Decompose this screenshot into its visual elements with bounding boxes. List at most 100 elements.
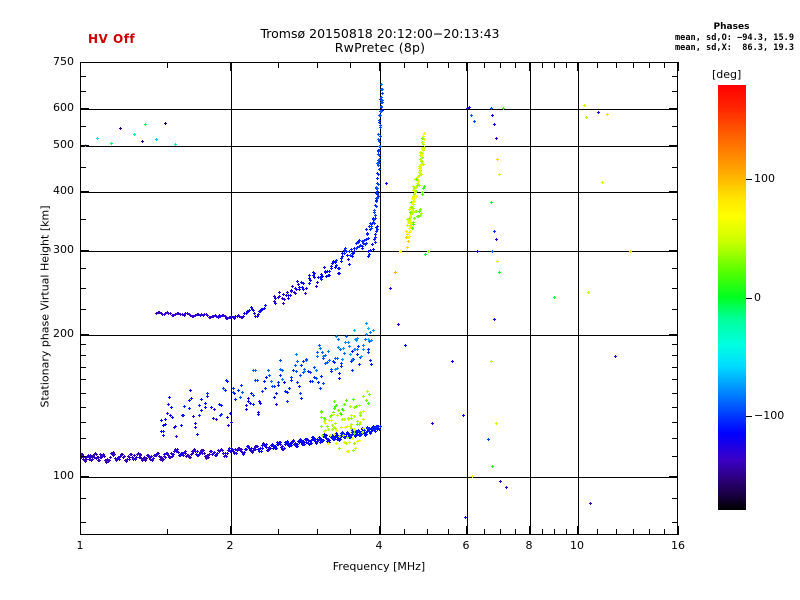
data-point — [492, 123, 496, 127]
data-point — [251, 402, 255, 406]
data-point — [413, 196, 417, 200]
data-point — [290, 289, 294, 293]
data-point — [335, 414, 339, 418]
data-point — [212, 416, 216, 420]
data-point — [294, 353, 298, 357]
data-point — [171, 453, 175, 457]
data-point — [430, 421, 434, 425]
data-point — [377, 164, 381, 168]
data-point — [233, 316, 236, 320]
data-point — [347, 433, 351, 437]
data-point — [242, 452, 246, 456]
data-point — [179, 423, 183, 427]
data-point — [422, 148, 426, 152]
data-point — [355, 405, 359, 409]
data-point — [308, 370, 312, 374]
data-point — [334, 442, 338, 446]
data-point — [340, 426, 344, 430]
data-point — [227, 315, 231, 319]
data-point — [371, 247, 375, 251]
data-point — [337, 337, 341, 341]
x-axis-tick-top — [448, 62, 449, 68]
data-point — [355, 337, 359, 341]
data-point — [407, 218, 411, 222]
data-point — [161, 429, 165, 433]
data-point — [197, 313, 201, 317]
colorbar-tick — [746, 298, 752, 299]
data-point — [159, 455, 163, 459]
data-point — [418, 169, 422, 173]
x-axis-tick — [448, 529, 449, 535]
data-point — [98, 455, 102, 459]
x-axis-tick — [466, 526, 467, 535]
x-axis-tick-top — [554, 62, 555, 68]
data-point — [351, 448, 355, 452]
x-axis-tick-top — [484, 62, 485, 68]
data-point — [380, 101, 384, 105]
data-point — [164, 121, 168, 125]
data-point — [344, 250, 348, 254]
data-point — [241, 390, 245, 394]
data-point — [349, 405, 353, 409]
data-point — [322, 435, 326, 439]
data-point — [237, 446, 241, 450]
data-point — [319, 410, 323, 414]
data-point — [586, 291, 590, 295]
data-point — [492, 318, 496, 322]
data-point — [278, 440, 282, 444]
data-point — [373, 211, 377, 215]
data-point — [188, 407, 192, 411]
data-point — [420, 163, 424, 167]
data-point — [420, 136, 424, 140]
data-point — [353, 432, 357, 436]
data-point — [422, 187, 426, 191]
data-point — [373, 208, 377, 212]
data-point — [321, 440, 325, 444]
y-axis-tick-label: 400 — [53, 184, 74, 197]
data-point — [407, 208, 411, 212]
data-point — [152, 453, 156, 457]
data-point — [309, 279, 313, 283]
data-point — [117, 458, 121, 462]
data-point — [377, 183, 381, 187]
y-axis-tick — [80, 379, 86, 380]
data-point — [422, 142, 426, 146]
data-point — [251, 449, 255, 453]
data-point — [376, 192, 380, 196]
x-axis-tick — [649, 529, 650, 535]
data-point — [175, 434, 179, 438]
data-point — [315, 368, 319, 372]
data-point — [321, 381, 325, 385]
data-point — [275, 392, 279, 396]
data-point — [313, 436, 317, 440]
data-point — [190, 315, 194, 319]
data-point — [344, 399, 348, 403]
data-point — [290, 284, 294, 288]
data-point — [316, 276, 320, 280]
data-point — [247, 444, 251, 448]
x-axis-tick-top — [379, 62, 380, 71]
data-point — [324, 434, 328, 438]
data-point — [333, 356, 337, 360]
x-axis-tick — [500, 529, 501, 535]
y-axis-tick-right — [672, 268, 678, 269]
data-point — [336, 366, 340, 370]
data-point — [300, 281, 304, 285]
data-point — [337, 345, 340, 349]
x-axis-tick — [379, 526, 380, 535]
data-point — [179, 313, 183, 316]
data-point — [263, 386, 267, 390]
data-point — [184, 312, 188, 316]
data-point — [335, 356, 339, 360]
data-point — [353, 246, 357, 250]
data-point — [253, 445, 257, 448]
data-point — [341, 431, 345, 435]
data-point — [229, 450, 232, 454]
chart-title-line1: Tromsø 20150818 20:12:00−20:13:43 — [260, 26, 500, 41]
data-point — [491, 249, 495, 253]
x-axis-tick-top — [80, 62, 81, 71]
data-point — [371, 328, 375, 332]
data-point — [365, 429, 369, 433]
data-point — [381, 87, 385, 91]
data-point — [222, 454, 226, 458]
